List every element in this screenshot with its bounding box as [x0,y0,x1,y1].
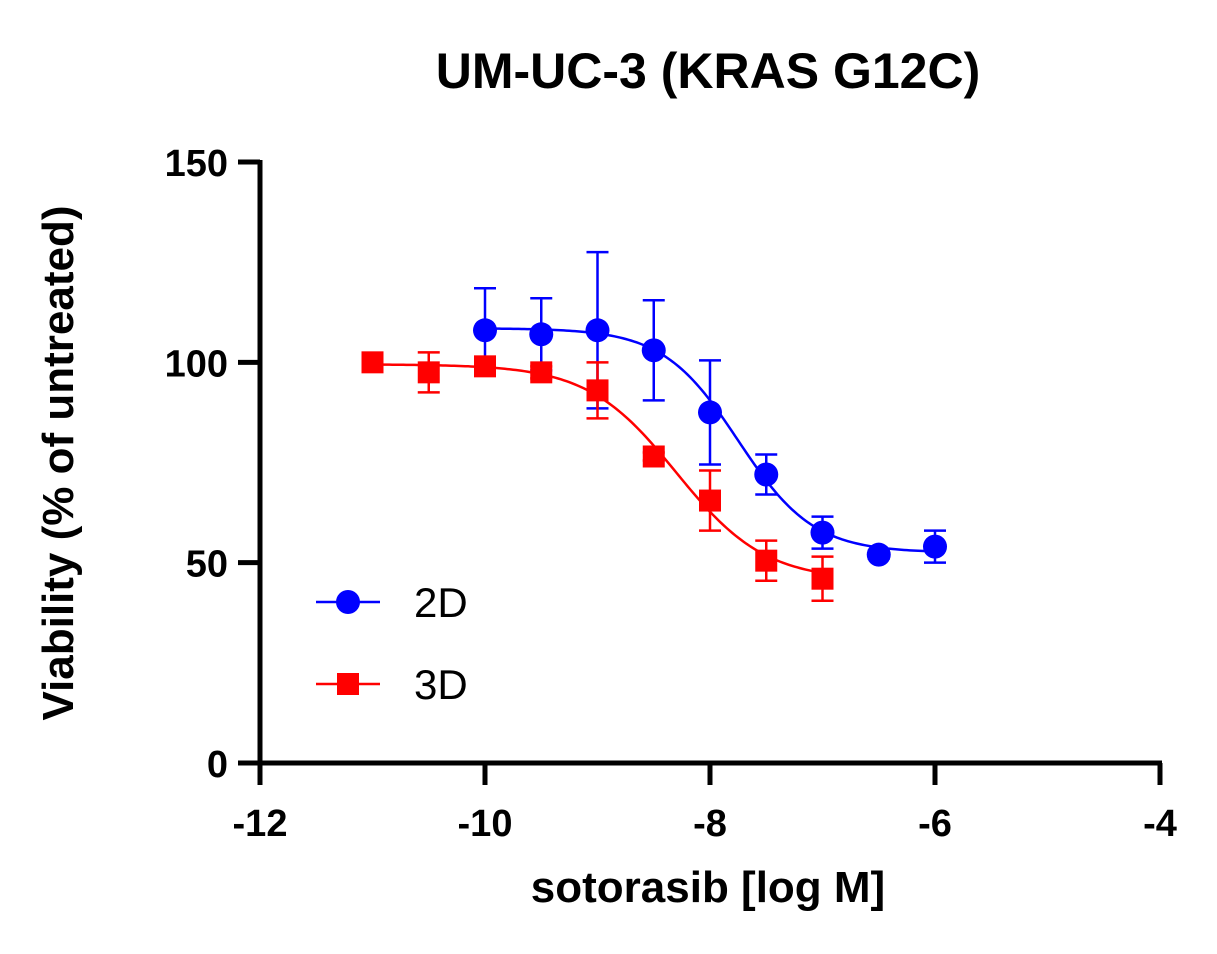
data-point-3D [811,567,834,590]
x-tick-label: -4 [1143,803,1177,845]
data-point-2D [754,462,779,487]
data-point-2D [585,318,610,343]
chart-title: UM-UC-3 (KRAS G12C) [436,43,980,99]
legend-item-3D: 3D [316,661,468,708]
data-point-3D [417,361,440,384]
data-point-3D [586,379,609,402]
x-tick-label: -6 [918,803,952,845]
data-point-3D [699,489,721,512]
data-point-3D [530,361,553,384]
data-point-3D [642,445,665,468]
data-point-2D [529,322,554,347]
data-point-2D [641,338,666,363]
y-tick-label: 0 [207,744,228,786]
axes: -12 -10 -8 -6 -4 0 50 100 150 [165,143,1177,845]
data-point-2D [866,542,891,567]
legend-label: 2D [414,579,468,626]
data-point-3D [755,549,778,572]
data-point-3D [361,351,384,374]
legend-marker [337,673,359,695]
series-layer [361,250,947,602]
y-tick-label: 50 [186,544,228,586]
legend-marker [336,590,360,614]
y-tick-label: 150 [165,143,228,185]
x-axis-title: sotorasib [log M] [531,863,885,912]
y-tick-label: 100 [165,343,228,385]
legend-label: 3D [414,661,468,708]
y-axis-title: Viability (% of untreated) [34,205,83,720]
x-tick-label: -12 [233,803,288,845]
series-3D [361,351,834,602]
series-2D [473,250,947,567]
data-point-2D [698,400,722,425]
data-point-2D [473,318,497,343]
data-point-2D [810,520,835,545]
data-point-2D [923,534,947,559]
legend-item-2D: 2D [316,579,468,626]
x-tick-label: -10 [458,803,513,845]
data-point-3D [474,355,496,378]
x-tick-label: -8 [693,803,727,845]
legend: 2D 3D [316,579,468,708]
